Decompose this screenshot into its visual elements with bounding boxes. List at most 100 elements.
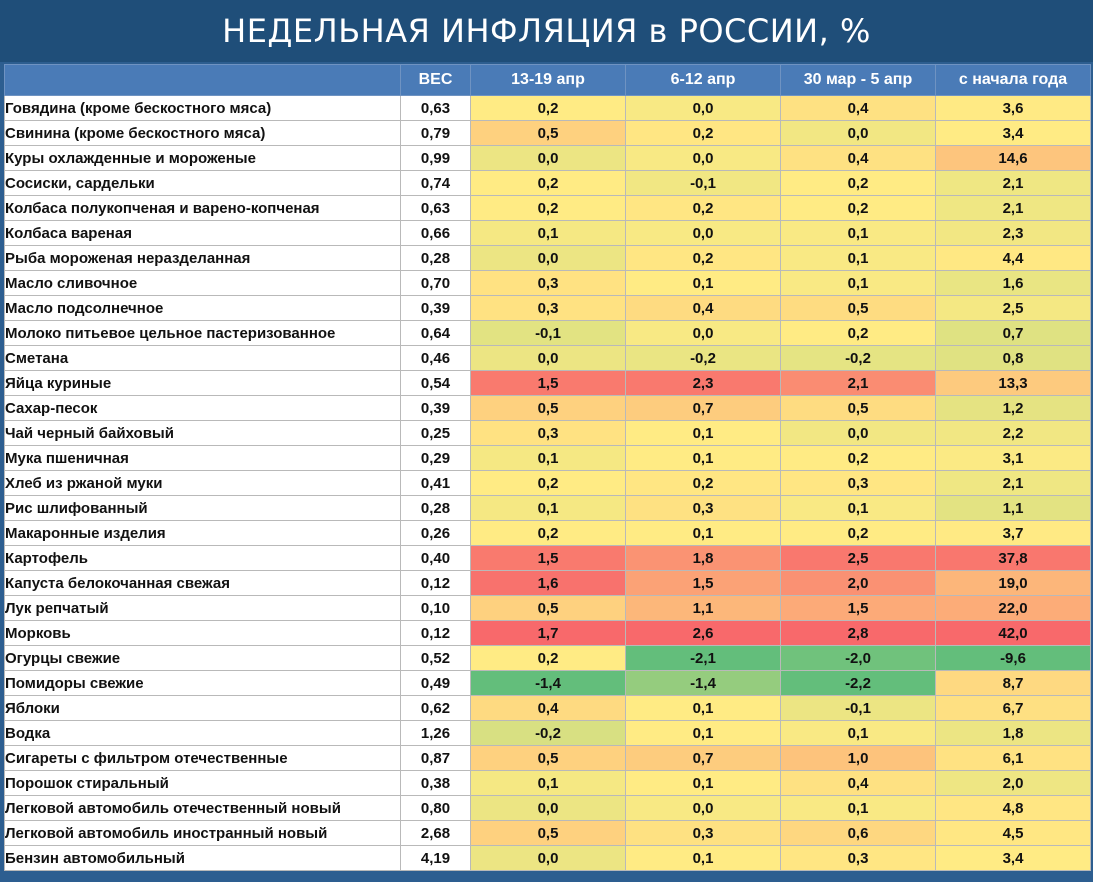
weekly-value-cell: 2,1 [780, 370, 936, 396]
weekly-value-cell: 0,1 [780, 495, 936, 521]
weekly-value-cell: 0,7 [625, 395, 781, 421]
row-label: Колбаса полукопченая и варено-копченая [4, 195, 401, 221]
table-row: Лук репчатый 0,10 0,5 1,1 1,5 22,0 [4, 595, 1091, 621]
ytd-value-cell: 2,1 [935, 470, 1091, 496]
weekly-value-cell: 1,7 [470, 620, 626, 646]
table-row: Куры охлажденные и мороженые 0,99 0,0 0,0 0,… [4, 145, 1091, 171]
weekly-value-cell: 0,0 [470, 145, 626, 171]
weekly-value-cell: 2,5 [780, 545, 936, 571]
weekly-value-cell: 0,1 [780, 270, 936, 296]
weekly-value-cell: 0,1 [470, 770, 626, 796]
weekly-value-cell: 2,3 [625, 370, 781, 396]
weekly-value-cell: 0,4 [780, 145, 936, 171]
weekly-value-cell: -0,1 [780, 695, 936, 721]
weekly-value-cell: 0,4 [625, 295, 781, 321]
table-row: Чай черный байховый 0,25 0,3 0,1 0,0 2,2 [4, 420, 1091, 446]
weekly-value-cell: 0,2 [780, 320, 936, 346]
table-row: Морковь 0,12 1,7 2,6 2,8 42,0 [4, 620, 1091, 646]
weekly-value-cell: 0,1 [470, 220, 626, 246]
weekly-value-cell: 0,0 [780, 120, 936, 146]
row-weight: 0,12 [400, 620, 471, 646]
weekly-value-cell: 0,5 [470, 120, 626, 146]
row-weight: 0,38 [400, 770, 471, 796]
weekly-value-cell: 0,3 [625, 495, 781, 521]
weekly-value-cell: -0,1 [470, 320, 626, 346]
row-label: Яблоки [4, 695, 401, 721]
ytd-value-cell: 2,5 [935, 295, 1091, 321]
row-label: Мука пшеничная [4, 445, 401, 471]
weekly-value-cell: 0,2 [780, 445, 936, 471]
weekly-value-cell: 0,2 [625, 195, 781, 221]
row-weight: 0,63 [400, 95, 471, 121]
weekly-value-cell: -0,2 [780, 345, 936, 371]
row-label: Лук репчатый [4, 595, 401, 621]
weekly-value-cell: 1,5 [470, 545, 626, 571]
row-weight: 0,49 [400, 670, 471, 696]
row-label: Масло подсолнечное [4, 295, 401, 321]
weekly-value-cell: 0,0 [625, 795, 781, 821]
table-row: Порошок стиральный 0,38 0,1 0,1 0,4 2,0 [4, 770, 1091, 796]
header-week-1: 13-19 апр [470, 64, 626, 96]
table-row: Огурцы свежие 0,52 0,2 -2,1 -2,0 -9,6 [4, 645, 1091, 671]
row-weight: 0,28 [400, 495, 471, 521]
weekly-value-cell: 0,1 [625, 520, 781, 546]
row-weight: 0,28 [400, 245, 471, 271]
ytd-value-cell: 3,6 [935, 95, 1091, 121]
weekly-value-cell: 0,1 [625, 270, 781, 296]
ytd-value-cell: 2,3 [935, 220, 1091, 246]
row-label: Колбаса вареная [4, 220, 401, 246]
table-row: Молоко питьевое цельное пастеризованное 0… [4, 320, 1091, 346]
ytd-value-cell: 3,1 [935, 445, 1091, 471]
row-weight: 4,19 [400, 845, 471, 871]
weekly-value-cell: -1,4 [625, 670, 781, 696]
header-ytd: с начала года [935, 64, 1091, 96]
weekly-value-cell: 0,2 [470, 470, 626, 496]
weekly-value-cell: 0,0 [625, 145, 781, 171]
header-week-2: 6-12 апр [625, 64, 781, 96]
table-row: Макаронные изделия 0,26 0,2 0,1 0,2 3,7 [4, 520, 1091, 546]
row-weight: 0,87 [400, 745, 471, 771]
ytd-value-cell: 2,1 [935, 170, 1091, 196]
ytd-value-cell: 4,4 [935, 245, 1091, 271]
header-name [4, 64, 401, 96]
weekly-value-cell: 0,5 [780, 395, 936, 421]
row-weight: 0,29 [400, 445, 471, 471]
weekly-value-cell: 0,5 [470, 820, 626, 846]
ytd-value-cell: 0,7 [935, 320, 1091, 346]
row-label: Сметана [4, 345, 401, 371]
weekly-value-cell: 0,2 [625, 470, 781, 496]
weekly-value-cell: -2,0 [780, 645, 936, 671]
weekly-value-cell: -0,2 [470, 720, 626, 746]
weekly-value-cell: -0,1 [625, 170, 781, 196]
header-row: ВЕС 13-19 апр 6-12 апр 30 мар - 5 апр с … [4, 64, 1091, 96]
weekly-value-cell: 0,4 [780, 770, 936, 796]
weekly-value-cell: 0,3 [780, 470, 936, 496]
weekly-value-cell: 2,6 [625, 620, 781, 646]
ytd-value-cell: 1,8 [935, 720, 1091, 746]
row-label: Капуста белокочанная свежая [4, 570, 401, 596]
header-weight: ВЕС [400, 64, 471, 96]
weekly-value-cell: 0,0 [625, 220, 781, 246]
row-label: Картофель [4, 545, 401, 571]
ytd-value-cell: 1,1 [935, 495, 1091, 521]
weekly-value-cell: 0,2 [470, 645, 626, 671]
weekly-value-cell: 0,0 [470, 345, 626, 371]
weekly-value-cell: 0,5 [470, 745, 626, 771]
ytd-value-cell: 2,0 [935, 770, 1091, 796]
row-label: Свинина (кроме бескостного мяса) [4, 120, 401, 146]
ytd-value-cell: 4,8 [935, 795, 1091, 821]
ytd-value-cell: 1,2 [935, 395, 1091, 421]
weekly-value-cell: 0,2 [470, 195, 626, 221]
weekly-value-cell: 1,5 [470, 370, 626, 396]
weekly-value-cell: 0,3 [780, 845, 936, 871]
row-weight: 0,39 [400, 295, 471, 321]
table-body: Говядина (кроме бескостного мяса) 0,63 0,2… [4, 95, 1091, 871]
weekly-value-cell: 2,0 [780, 570, 936, 596]
table-row: Яйца куриные 0,54 1,5 2,3 2,1 13,3 [4, 370, 1091, 396]
weekly-value-cell: 0,1 [625, 770, 781, 796]
table-row: Мука пшеничная 0,29 0,1 0,1 0,2 3,1 [4, 445, 1091, 471]
table-row: Сигареты с фильтром отечественные 0,87 0,5… [4, 745, 1091, 771]
row-label: Легковой автомобиль иностранный новый [4, 820, 401, 846]
row-label: Порошок стиральный [4, 770, 401, 796]
ytd-value-cell: 13,3 [935, 370, 1091, 396]
